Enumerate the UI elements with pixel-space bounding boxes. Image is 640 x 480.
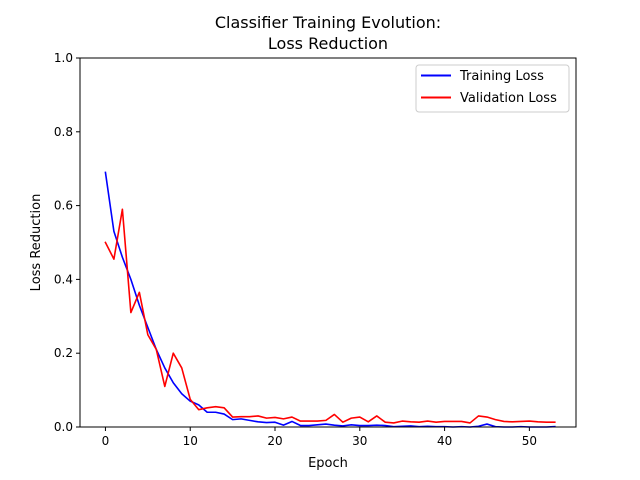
y-tick-label: 0.6: [54, 199, 73, 213]
y-tick-label: 0.8: [54, 125, 73, 139]
y-tick-label: 0.0: [54, 420, 73, 434]
legend: Training Loss Validation Loss: [415, 64, 570, 113]
series-lines: [104, 171, 556, 428]
y-tick-label: 0.2: [54, 346, 73, 360]
legend-label-validation-loss: Validation Loss: [460, 91, 557, 106]
x-tick-label: 10: [183, 434, 198, 448]
chart-title-line-2: Loss Reduction: [268, 34, 388, 53]
y-axis-label: Loss Reduction: [29, 194, 44, 292]
legend-label-training-loss: Training Loss: [459, 69, 544, 84]
x-tick-label: 50: [522, 434, 537, 448]
y-tick-label: 1.0: [54, 51, 73, 65]
axis-ticks: 0 10 20 30 40 50 0.0 0.2 0.4 0.6 0.8 1.0: [54, 51, 537, 448]
x-tick-label: 20: [267, 434, 282, 448]
x-axis-label: Epoch: [308, 456, 348, 471]
legend-box: [415, 64, 570, 113]
series-line-validation-loss: [104, 208, 556, 424]
x-tick-label: 30: [352, 434, 367, 448]
x-tick-label: 0: [102, 434, 110, 448]
y-tick-label: 0.4: [54, 272, 73, 286]
plot-frame: [79, 57, 577, 428]
chart-title-line-1: Classifier Training Evolution:: [215, 13, 441, 32]
x-tick-label: 40: [437, 434, 452, 448]
series-line-training-loss: [104, 171, 556, 428]
